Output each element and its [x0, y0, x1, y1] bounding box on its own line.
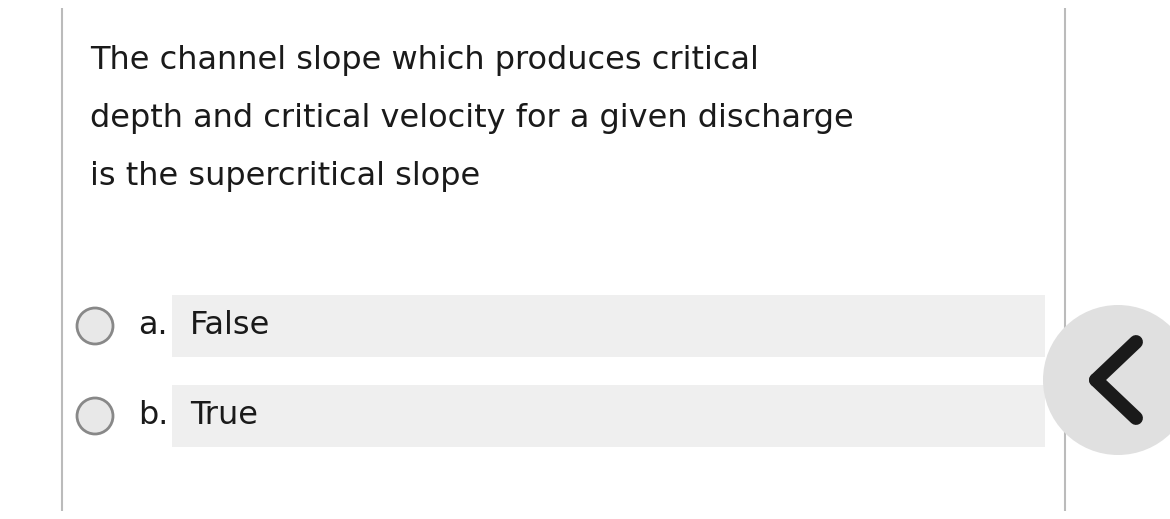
Text: a.: a. [138, 310, 167, 342]
Text: True: True [190, 401, 259, 431]
Text: False: False [190, 310, 270, 342]
Text: b.: b. [138, 401, 168, 431]
Circle shape [1042, 305, 1170, 455]
Text: depth and critical velocity for a given discharge: depth and critical velocity for a given … [90, 103, 854, 134]
Circle shape [77, 308, 113, 344]
Text: The channel slope which produces critical: The channel slope which produces critica… [90, 45, 759, 76]
Text: is the supercritical slope: is the supercritical slope [90, 161, 480, 192]
Bar [172, 385, 1045, 447]
Bar [172, 295, 1045, 357]
Circle shape [77, 398, 113, 434]
